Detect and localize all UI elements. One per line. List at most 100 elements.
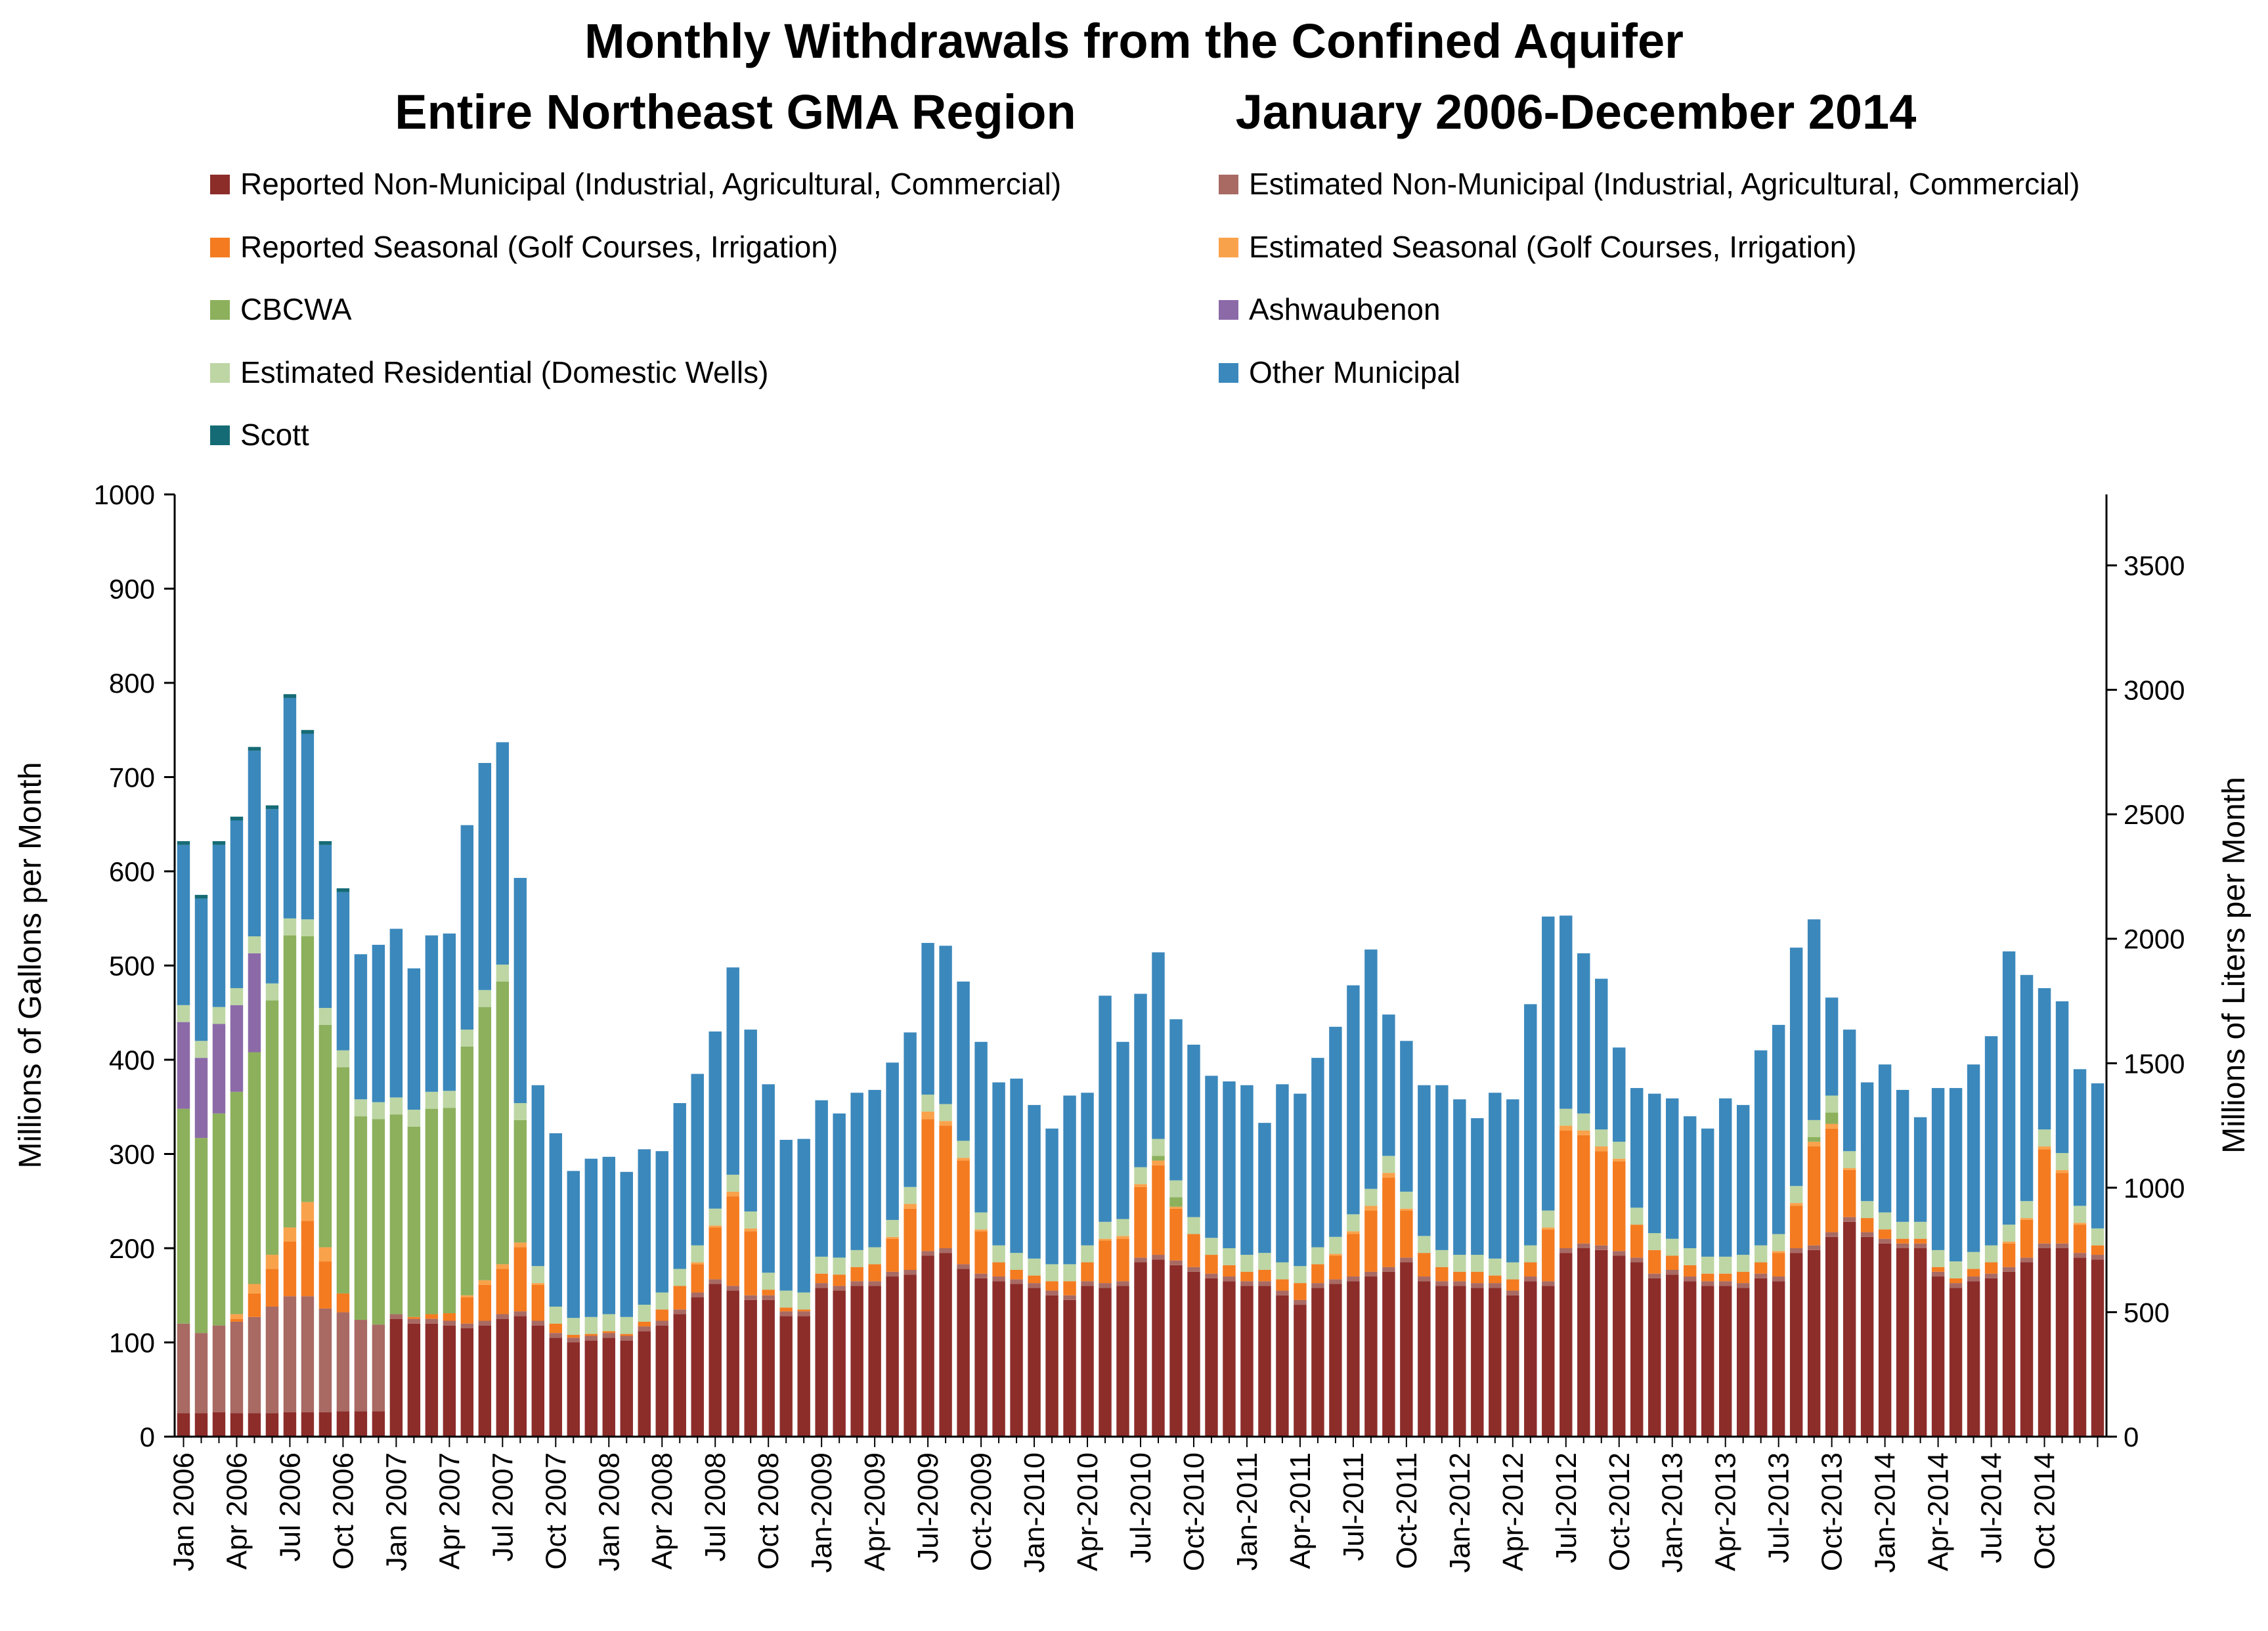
bar-segment-64-6 — [1311, 1247, 1324, 1265]
bar-segment-18-7 — [496, 742, 510, 965]
bar-segment-55-2 — [1152, 1165, 1165, 1255]
x-tick-label: Oct-2013 — [1816, 1452, 1848, 1571]
bar-segment-55-7 — [1152, 952, 1165, 1139]
bar-segment-18-4 — [496, 981, 510, 1265]
bar-segment-5-4 — [265, 1000, 279, 1255]
bar-segment-1-4 — [194, 1138, 208, 1334]
bar-segment-32-7 — [744, 1030, 757, 1212]
x-tick-label: Jan-2011 — [1231, 1452, 1263, 1571]
bar-segment-98-6 — [1913, 1221, 1927, 1239]
bar-segment-105-6 — [2038, 1129, 2051, 1147]
bar-segment-2-8 — [212, 841, 226, 845]
bar-segment-2-0 — [212, 1412, 226, 1437]
bar-segment-105-3 — [2038, 1146, 2051, 1150]
bar-segment-47-2 — [1010, 1270, 1023, 1280]
bar-segment-91-7 — [1789, 947, 1803, 1186]
bar-segment-11-6 — [372, 1102, 385, 1120]
y2-tick-label: 0 — [2124, 1422, 2139, 1452]
legend-swatch-4 — [210, 300, 230, 320]
x-tick-label: Jul 2007 — [487, 1452, 519, 1561]
bar-segment-47-6 — [1010, 1253, 1023, 1270]
bar-segment-23-2 — [584, 1334, 598, 1336]
bar-segment-37-1 — [833, 1286, 846, 1291]
bar-segment-7-7 — [301, 733, 315, 920]
bar-segment-16-1 — [460, 1323, 474, 1328]
bar-segment-31-0 — [726, 1290, 739, 1437]
bar-segment-90-0 — [1772, 1281, 1785, 1437]
bar-segment-26-6 — [638, 1305, 651, 1322]
bar-segment-105-1 — [2038, 1243, 2051, 1248]
bar-segment-29-0 — [691, 1297, 704, 1437]
bar-segment-28-2 — [673, 1286, 686, 1310]
legend-swatch-0 — [210, 175, 230, 194]
bar-segment-61-1 — [1258, 1281, 1271, 1286]
x-tick-label: Jan-2013 — [1657, 1452, 1689, 1573]
bar-segment-67-1 — [1364, 1271, 1378, 1277]
bar-segment-23-7 — [584, 1158, 598, 1317]
legend-swatch-1 — [1219, 175, 1238, 194]
y-tick-label: 800 — [109, 668, 155, 699]
bar-segment-8-7 — [318, 844, 332, 1009]
bar-segment-44-2 — [957, 1160, 970, 1265]
bar-segment-99-0 — [1931, 1276, 1945, 1437]
legend-swatch-6 — [210, 363, 230, 383]
x-tick-label: Jul 2006 — [274, 1452, 306, 1561]
bar-segment-65-7 — [1329, 1026, 1342, 1237]
bar-segment-84-0 — [1666, 1274, 1679, 1437]
bar-segment-55-4 — [1152, 1156, 1165, 1161]
y-tick-label: 600 — [109, 856, 155, 887]
bar-segment-5-1 — [265, 1306, 279, 1414]
bar-segment-62-7 — [1276, 1084, 1289, 1263]
bar-segment-11-7 — [372, 944, 385, 1102]
bar-segment-75-2 — [1506, 1279, 1519, 1291]
bar-segment-76-1 — [1524, 1276, 1537, 1282]
bar-segment-56-2 — [1169, 1208, 1183, 1261]
bar-segment-1-7 — [194, 898, 208, 1041]
bar-segment-3-0 — [230, 1413, 244, 1437]
bar-segment-27-6 — [655, 1292, 668, 1310]
bar-segment-50-0 — [1063, 1299, 1076, 1437]
y2-ticks: 0 500 1000 1500 2000 2500 3000 3500 — [2106, 550, 2185, 1452]
bar-segment-8-2 — [318, 1261, 332, 1309]
bar-segment-77-0 — [1542, 1286, 1555, 1437]
bar-segment-81-1 — [1613, 1251, 1626, 1256]
bar-segment-89-1 — [1754, 1273, 1768, 1278]
bar-segment-7-0 — [301, 1412, 315, 1437]
bar-segment-13-2 — [407, 1316, 421, 1319]
bar-segment-54-7 — [1134, 993, 1147, 1167]
bar-segment-30-6 — [709, 1208, 722, 1226]
bar-segment-59-7 — [1223, 1081, 1236, 1248]
bar-segment-6-1 — [283, 1296, 297, 1412]
y2-tick-label: 1500 — [2124, 1048, 2185, 1079]
bar-segment-40-0 — [886, 1276, 899, 1437]
bar-segment-20-1 — [531, 1320, 545, 1326]
bar-segment-74-0 — [1489, 1288, 1502, 1437]
bar-segment-9-8 — [336, 888, 350, 892]
bar-segment-26-0 — [638, 1331, 651, 1437]
bar-segment-33-6 — [762, 1272, 775, 1290]
bar-segment-52-6 — [1099, 1221, 1112, 1239]
bar-segment-53-6 — [1116, 1219, 1129, 1236]
bar-segment-98-2 — [1913, 1238, 1927, 1244]
bar-segment-66-6 — [1347, 1214, 1360, 1232]
y-tick-label: 900 — [109, 574, 155, 605]
bar-segment-63-7 — [1294, 1093, 1307, 1267]
bar-segment-41-2 — [904, 1208, 917, 1271]
bar-segment-57-0 — [1187, 1271, 1200, 1437]
bar-segment-107-2 — [2073, 1225, 2087, 1253]
y2-tick-label: 2500 — [2124, 799, 2185, 830]
x-tick-label: Jul-2009 — [912, 1452, 944, 1563]
bar-segment-10-1 — [354, 1320, 368, 1412]
bar-segment-47-1 — [1010, 1279, 1023, 1284]
legend-swatch-5 — [1219, 300, 1238, 320]
bar-segment-46-0 — [992, 1281, 1005, 1437]
bar-segment-23-6 — [584, 1316, 598, 1334]
bar-segment-107-6 — [2073, 1206, 2087, 1223]
bar-segment-75-6 — [1506, 1262, 1519, 1280]
bar-segment-14-2 — [425, 1314, 439, 1319]
bar-segment-77-7 — [1542, 916, 1555, 1211]
bar-segment-41-3 — [904, 1204, 917, 1209]
bar-segment-29-6 — [691, 1245, 704, 1263]
